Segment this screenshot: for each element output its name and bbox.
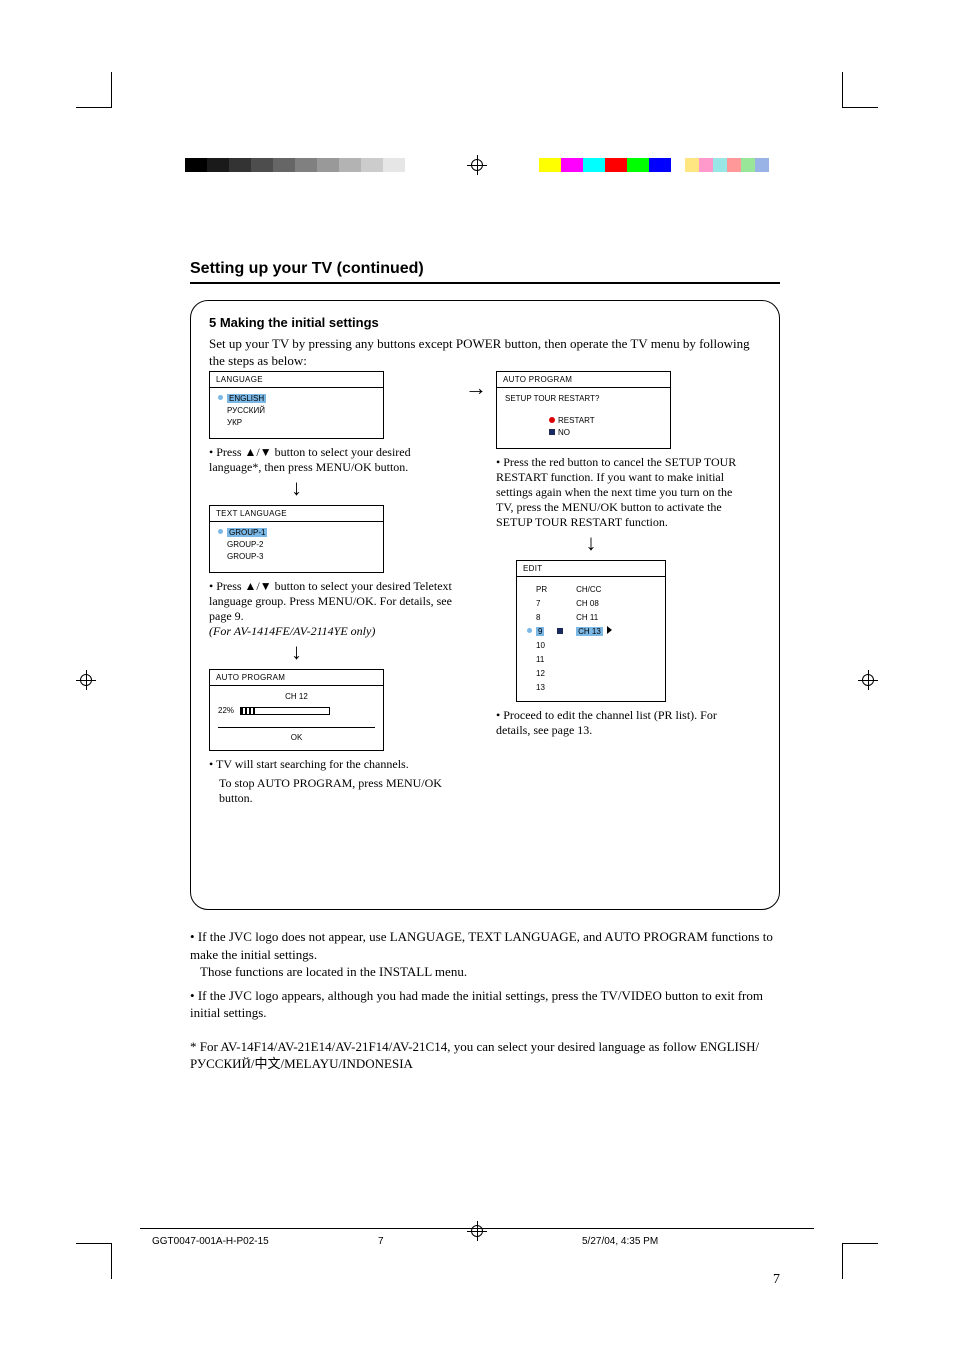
osd-language: LANGUAGE ENGLISH РУССКИЙ УКР — [209, 371, 384, 439]
step-text: TV will start searching for the channels… — [209, 757, 464, 772]
step-text: Press ▲/▼ button to select your desired … — [209, 445, 464, 475]
osd-item-highlight: GROUP-1 — [227, 528, 267, 537]
crop-mark — [842, 72, 878, 108]
edit-table: PRCH/CC7CH 088CH 119CH 1310111213 — [525, 582, 622, 696]
osd-item: РУССКИЙ — [218, 405, 375, 417]
osd-item-highlight: ENGLISH — [227, 394, 266, 403]
osd-option: RESTART — [558, 416, 595, 425]
registration-mark — [467, 1221, 487, 1241]
right-column: AUTO PROGRAM SETUP TOUR RESTART? RESTART… — [496, 371, 751, 740]
left-column: LANGUAGE ENGLISH РУССКИЙ УКР Press ▲/▼ b… — [209, 371, 464, 808]
crop-mark — [76, 1243, 112, 1279]
osd-option: NO — [558, 428, 570, 437]
page-content: Setting up your TV (continued) 5 Making … — [190, 260, 780, 1073]
osd-item: УКР — [218, 417, 375, 429]
osd-title: AUTO PROGRAM — [497, 372, 670, 388]
registration-mark — [76, 670, 96, 690]
flow-arrow-down: ↓ — [209, 477, 384, 499]
flow-arrow-right: → — [465, 375, 487, 401]
osd-ok: OK — [218, 727, 375, 744]
panel-title: 5 Making the initial settings — [209, 315, 761, 330]
footnote: * For AV-14F14/AV-21E14/AV-21F14/AV-21C1… — [190, 1038, 780, 1073]
note-text: If the JVC logo appears, although you ha… — [190, 988, 763, 1021]
footer-center: 7 — [378, 1236, 384, 1247]
grayscale-bar — [185, 158, 405, 172]
body-notes: If the JVC logo does not appear, use LAN… — [190, 928, 780, 1022]
footer-right: 5/27/04, 4:35 PM — [582, 1236, 658, 1247]
settings-panel: 5 Making the initial settings Set up you… — [190, 300, 780, 910]
osd-text-language: TEXT LANGUAGE GROUP-1 GROUP-2 GROUP-3 — [209, 505, 384, 573]
registration-mark — [858, 670, 878, 690]
step-text: Press ▲/▼ button to select your desired … — [209, 579, 464, 639]
osd-edit: EDIT PRCH/CC7CH 088CH 119CH 1310111213 — [516, 560, 666, 702]
osd-item: GROUP-2 — [218, 539, 375, 551]
page-number: 7 — [773, 1272, 780, 1288]
osd-auto-program: AUTO PROGRAM CH 12 22% OK — [209, 669, 384, 751]
section-heading: Setting up your TV (continued) — [190, 260, 780, 284]
red-dot-icon — [549, 417, 555, 423]
footer-left: GGT0047-001A-H-P02-15 — [152, 1236, 269, 1247]
color-swatch-bar — [539, 158, 769, 172]
flow-arrow-down: ↓ — [516, 532, 666, 554]
osd-title: AUTO PROGRAM — [210, 670, 383, 686]
flow-arrow-down: ↓ — [209, 641, 384, 663]
osd-title: EDIT — [517, 561, 665, 577]
square-icon — [549, 429, 555, 435]
osd-line: SETUP TOUR RESTART? — [505, 393, 662, 405]
osd-title: LANGUAGE — [210, 372, 383, 388]
note-text: If the JVC logo does not appear, use LAN… — [190, 929, 773, 962]
panel-intro: Set up your TV by pressing any buttons e… — [209, 336, 761, 370]
osd-item: GROUP-3 — [218, 551, 375, 563]
registration-mark — [467, 155, 487, 175]
crop-mark — [842, 1243, 878, 1279]
osd-title: TEXT LANGUAGE — [210, 506, 383, 522]
step-text: Press the red button to cancel the SETUP… — [496, 455, 751, 530]
note-text: Those functions are located in the INSTA… — [190, 964, 467, 979]
step-text: Proceed to edit the channel list (PR lis… — [496, 708, 751, 738]
osd-channel: CH 12 — [218, 691, 375, 705]
crop-mark — [76, 72, 112, 108]
step-text: To stop AUTO PROGRAM, press MENU/OK butt… — [209, 776, 464, 806]
osd-percent: 22% — [218, 705, 234, 717]
footer-line — [140, 1228, 814, 1229]
osd-auto-program-restart: AUTO PROGRAM SETUP TOUR RESTART? RESTART… — [496, 371, 671, 449]
progress-bar — [240, 707, 330, 715]
